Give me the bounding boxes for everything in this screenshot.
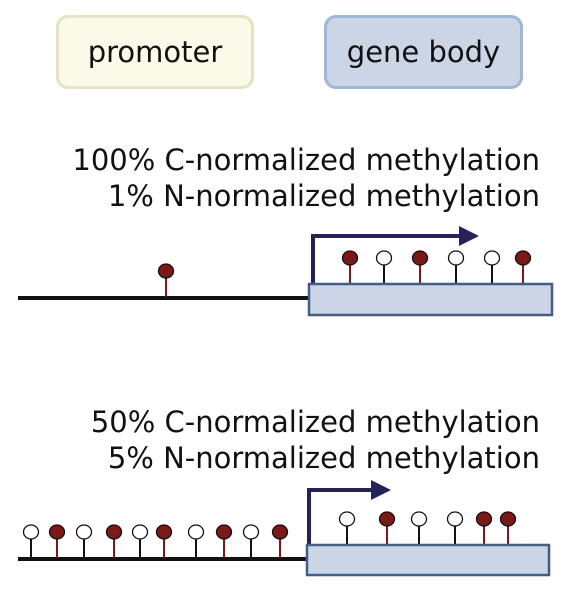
- panel-1-gene-site-1-methylated: [341, 250, 359, 266]
- panel-2-promoter-site-4-methylated: [105, 524, 123, 540]
- panel-2-gene-body-sites: [338, 511, 517, 545]
- promoter-legend-label: promoter: [87, 35, 223, 69]
- panel-2-gene-site-6-methylated: [499, 511, 517, 527]
- promoter-legend-box: promoter: [56, 15, 254, 89]
- panel-2-promoter-site-1-unmethylated: [22, 524, 40, 540]
- panel-2-promoter-site-8-methylated: [215, 524, 233, 540]
- panel-2-tss-arrowhead: [371, 480, 391, 500]
- panel-1-gene-site-2-unmethylated: [375, 250, 393, 266]
- panel-1-gene-body-box: [307, 282, 554, 317]
- panel-2-promoter-site-5-unmethylated: [131, 524, 149, 540]
- panel-2-gene-site-3-unmethylated: [410, 511, 428, 527]
- panel-1-gene-site-5-unmethylated: [483, 250, 501, 266]
- panel-2-promoter-sites: [22, 524, 289, 558]
- panel-1-c-normalized-text: 100% C-normalized methylation: [72, 143, 540, 177]
- panel-1-promoter-sites: [157, 263, 175, 297]
- gene-body-legend-box: gene body: [324, 15, 523, 89]
- gene-body-legend-label: gene body: [346, 35, 501, 69]
- panel-2-gene-site-2-methylated: [378, 511, 396, 527]
- panel-2-gene-site-1-unmethylated: [338, 511, 356, 527]
- panel-1-gene-body-sites: [341, 250, 532, 284]
- panel-2-promoter-site-2-methylated: [48, 524, 66, 540]
- panel-1-gene-site-3-methylated: [411, 250, 429, 266]
- panel-1-n-normalized-text: 1% N-normalized methylation: [107, 179, 540, 213]
- panel-2-promoter-site-6-methylated: [155, 524, 173, 540]
- panel-2-promoter-site-10-methylated: [271, 524, 289, 540]
- panel-1-caption: 100% C-normalized methylation 1% N-norma…: [72, 142, 540, 214]
- panel-1-gene-site-6-methylated: [514, 250, 532, 266]
- panel-2-promoter-site-7-unmethylated: [187, 524, 205, 540]
- panel-2-promoter-site-3-unmethylated: [75, 524, 93, 540]
- panel-2-tss-arrow: [307, 488, 371, 545]
- panel-2-gene-site-5-methylated: [475, 511, 493, 527]
- panel-2-caption: 50% C-normalized methylation 5% N-normal…: [91, 404, 540, 476]
- panel-1-promoter-site-1-methylated: [157, 263, 175, 279]
- panel-2-gene-body-box: [305, 543, 551, 577]
- panel-2-gene-site-4-unmethylated: [446, 511, 464, 527]
- panel-2-promoter-site-9-unmethylated: [242, 524, 260, 540]
- panel-1-gene-site-4-unmethylated: [447, 250, 465, 266]
- panel-2-gene-model: [18, 480, 551, 577]
- panel-1-gene-model: [18, 226, 554, 317]
- panel-2-c-normalized-text: 50% C-normalized methylation: [90, 405, 540, 439]
- panel-1-tss-arrow: [311, 234, 459, 285]
- panel-1-tss-arrowhead: [459, 226, 479, 246]
- panel-2-n-normalized-text: 5% N-normalized methylation: [107, 441, 540, 475]
